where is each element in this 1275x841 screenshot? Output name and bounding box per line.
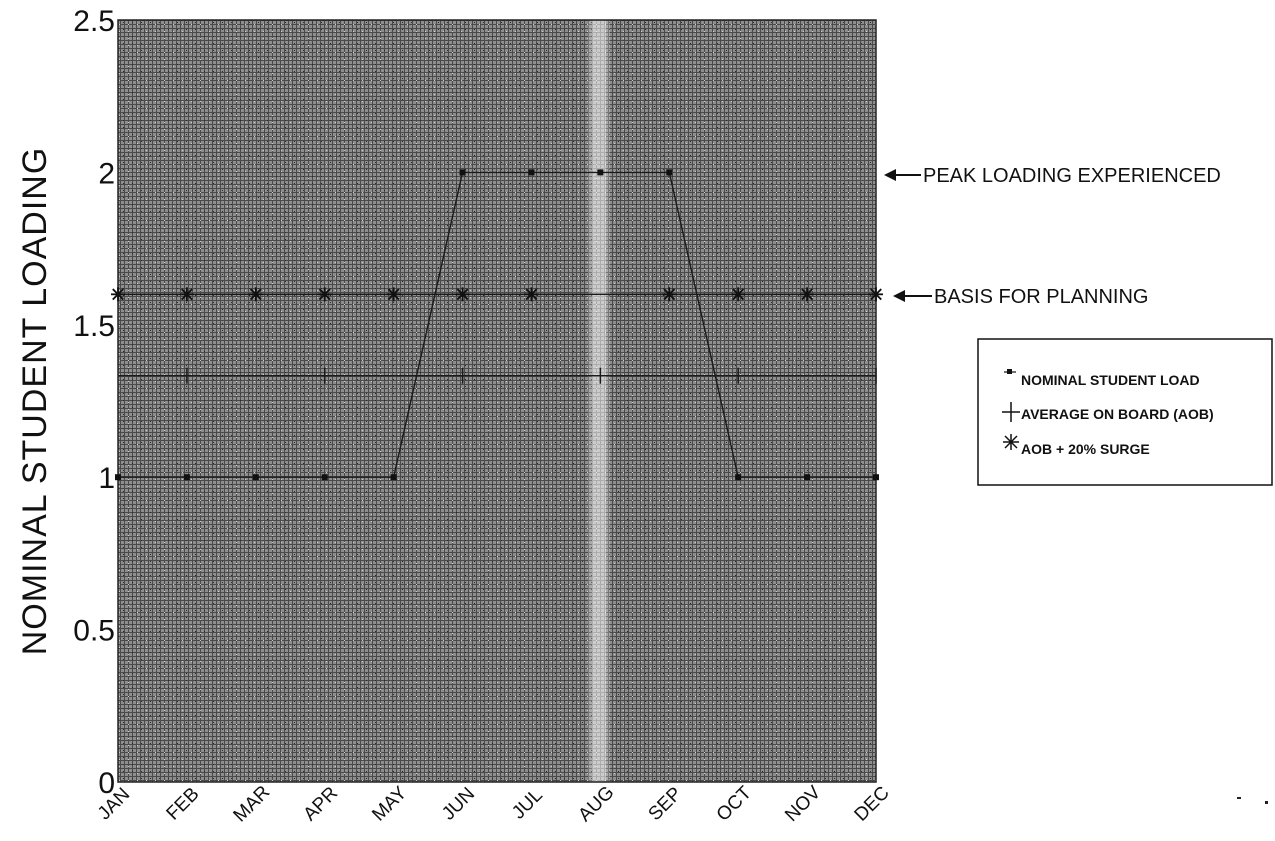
scan-band-edge xyxy=(588,20,592,782)
legend-marker-asterisk-icon xyxy=(1003,434,1019,450)
annotation-peak: PEAK LOADING EXPERIENCED xyxy=(884,165,1221,187)
y-tick-label: 2 xyxy=(98,157,115,190)
y-tick-label: 1.5 xyxy=(73,310,115,343)
surge-point xyxy=(317,287,332,302)
legend-marker-dot-icon xyxy=(1004,369,1016,374)
x-tick-label: APR xyxy=(300,783,342,825)
surge-point xyxy=(455,287,470,302)
y-tick-label: 0.5 xyxy=(73,615,115,648)
plot-border xyxy=(117,19,877,783)
plot-texture xyxy=(118,20,876,782)
legend-label: AOB + 20% SURGE xyxy=(1021,441,1150,457)
nominal-point xyxy=(804,474,811,481)
nominal-point xyxy=(666,169,673,176)
y-tick-label: 1 xyxy=(98,462,115,495)
arrow-left-icon xyxy=(893,290,905,302)
nominal-point xyxy=(873,474,879,481)
nominal-point xyxy=(735,474,742,481)
surge-point xyxy=(731,287,746,302)
x-tick-label: OCT xyxy=(713,782,756,825)
arrow-left-icon xyxy=(884,169,896,181)
surge-point xyxy=(869,287,883,302)
scan-speck xyxy=(1237,797,1241,799)
nominal-point xyxy=(528,169,535,176)
nominal-series-line xyxy=(118,171,876,478)
x-tick-label: JUN xyxy=(438,784,479,825)
legend-label: AVERAGE ON BOARD (AOB) xyxy=(1021,406,1214,422)
nominal-point xyxy=(115,474,121,481)
nominal-point xyxy=(252,474,259,481)
x-tick-label: JUL xyxy=(508,785,547,824)
scan-speck xyxy=(1265,801,1268,804)
x-tick-label: MAR xyxy=(230,782,275,827)
surge-point xyxy=(248,287,263,302)
x-tick-label: SEP xyxy=(645,783,687,825)
series-layer xyxy=(111,169,883,481)
x-tick-label: FEB xyxy=(163,784,204,825)
annotation-basis: BASIS FOR PLANNING xyxy=(893,286,1149,308)
surge-point xyxy=(179,287,194,302)
surge-point xyxy=(111,287,125,302)
y-tick-label: 0 xyxy=(98,767,115,800)
y-tick-label: 2.5 xyxy=(73,5,115,38)
scan-band-edge-right xyxy=(606,20,610,782)
annotation-basis-text: BASIS FOR PLANNING xyxy=(934,286,1149,308)
surge-point xyxy=(386,287,401,302)
surge-point xyxy=(524,287,539,302)
x-tick-label: DEC xyxy=(850,782,893,825)
nominal-point xyxy=(597,169,604,176)
surge-point xyxy=(800,287,815,302)
legend-box xyxy=(977,338,1273,486)
surge-point xyxy=(662,287,677,302)
nominal-point xyxy=(321,474,328,481)
x-tick-label: NOV xyxy=(781,782,825,826)
nominal-point xyxy=(183,474,190,481)
scan-band xyxy=(592,20,606,782)
legend-marker-plus-icon xyxy=(1002,402,1020,422)
x-tick-labels: JAN FEB MAR APR MAY JUN JUL AUG SEP OCT NOV DEC xyxy=(94,782,894,827)
annotation-peak-text: PEAK LOADING EXPERIENCED xyxy=(923,165,1221,187)
legend: NOMINAL STUDENT LOAD AVERAGE ON BOARD (A… xyxy=(977,338,1273,486)
nominal-point xyxy=(459,169,466,176)
y-axis-label: NOMINAL STUDENT LOADING xyxy=(16,147,54,656)
x-tick-label: AUG xyxy=(574,782,618,826)
legend-label: NOMINAL STUDENT LOAD xyxy=(1021,372,1200,388)
nominal-point xyxy=(390,474,397,481)
x-tick-label: MAY xyxy=(368,782,411,825)
